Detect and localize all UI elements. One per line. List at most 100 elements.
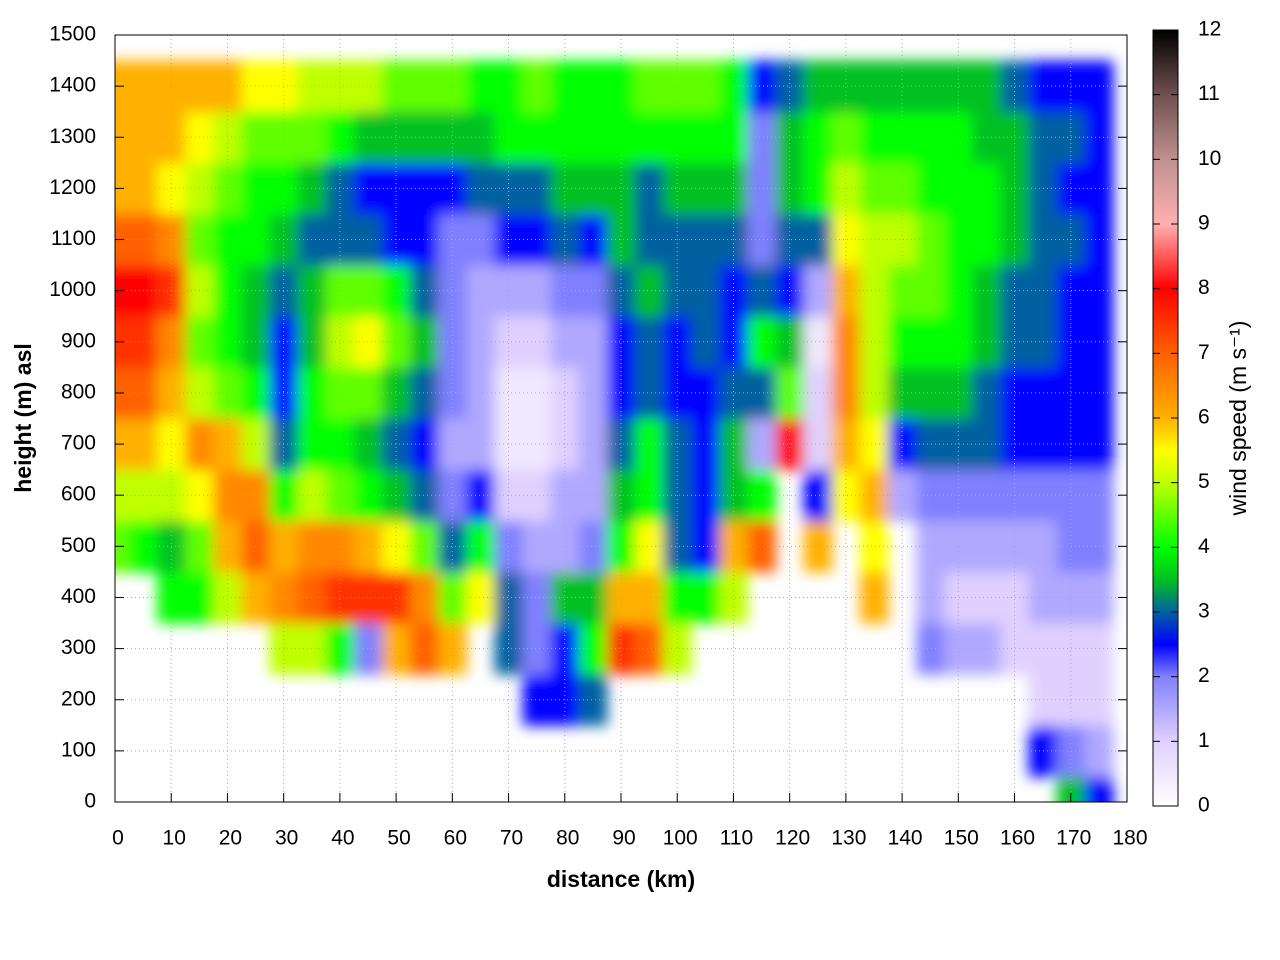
y-tick-label: 600 <box>61 483 96 506</box>
cell <box>382 162 411 215</box>
colorbar-tick-label: 12 <box>1198 18 1221 41</box>
cell <box>944 623 973 675</box>
y-tick-label: 1000 <box>49 278 96 301</box>
cell <box>522 623 552 675</box>
y-tick-label: 500 <box>61 534 96 557</box>
cell <box>325 418 355 471</box>
cell <box>859 60 889 113</box>
axes: 0 10 20 30 40 50 60 70 80 90 100 110 120 130 140 150 160… <box>49 18 1221 850</box>
x-tick-label: 160 <box>1000 827 1035 850</box>
cell <box>803 162 833 215</box>
cell <box>438 623 467 675</box>
cell <box>325 520 355 573</box>
cell <box>944 418 973 471</box>
cell <box>522 316 552 368</box>
cell <box>522 469 552 522</box>
cell <box>382 60 411 113</box>
cell <box>916 418 945 471</box>
cell <box>944 60 973 113</box>
cell <box>353 520 383 573</box>
cell <box>466 316 495 368</box>
cell <box>466 162 495 215</box>
x-tick-label: 0 <box>112 827 124 850</box>
cell <box>972 111 1001 164</box>
cell <box>325 111 355 164</box>
cell <box>1028 418 1058 471</box>
y-tick-label: 1400 <box>49 74 96 97</box>
cell <box>466 571 495 624</box>
y-tick-label: 1200 <box>49 176 96 199</box>
cell <box>353 367 383 419</box>
cell <box>916 623 945 675</box>
cell <box>466 367 495 419</box>
cell <box>494 623 524 675</box>
colorbar-tick-label: 5 <box>1198 470 1210 493</box>
cell <box>522 367 552 419</box>
colorbar-tick-label: 0 <box>1198 794 1210 817</box>
cell <box>831 162 861 215</box>
cell <box>410 111 439 164</box>
y-tick-label: 1100 <box>51 227 96 250</box>
cell <box>831 60 861 113</box>
cell <box>353 111 383 164</box>
cell <box>916 213 945 266</box>
cell <box>382 418 411 471</box>
y-tick-label: 300 <box>61 636 96 659</box>
cell <box>972 623 1001 675</box>
cell <box>297 469 327 522</box>
x-tick-label: 90 <box>612 827 635 850</box>
cell <box>803 316 833 368</box>
cell <box>859 367 889 419</box>
cell <box>803 111 833 164</box>
y-tick-label: 400 <box>61 585 96 608</box>
cell <box>353 60 383 113</box>
cell <box>325 265 355 317</box>
y-tick-label: 800 <box>61 380 96 403</box>
cell <box>944 265 973 317</box>
cell <box>916 111 945 164</box>
cell <box>944 520 973 573</box>
cell <box>297 623 327 675</box>
cell <box>325 60 355 113</box>
cell <box>353 418 383 471</box>
cell <box>522 60 552 113</box>
cell <box>438 265 467 317</box>
cell <box>438 60 467 113</box>
cell <box>859 316 889 368</box>
colorbar-tick-label: 2 <box>1198 664 1210 687</box>
cell <box>888 162 917 215</box>
cell <box>297 418 327 471</box>
cell <box>1000 265 1030 317</box>
y-axis-title: height (m) asl <box>10 343 36 493</box>
x-tick-label: 10 <box>163 827 186 850</box>
x-tick-label: 60 <box>444 827 467 850</box>
cell <box>803 367 833 419</box>
cell <box>382 520 411 573</box>
cell <box>803 520 833 573</box>
cell <box>859 520 889 573</box>
cell <box>410 469 439 522</box>
cell <box>522 111 552 164</box>
cell <box>1028 316 1058 368</box>
cell <box>972 213 1001 266</box>
cell <box>1000 623 1030 675</box>
cell <box>522 265 552 317</box>
cell <box>1000 520 1030 573</box>
colorbar-tick-label: 1 <box>1198 729 1210 752</box>
cell <box>1028 367 1058 419</box>
cell <box>944 162 973 215</box>
cell <box>494 60 524 113</box>
cell <box>522 571 552 624</box>
cell <box>382 571 411 624</box>
cell <box>803 265 833 317</box>
cell <box>353 213 383 266</box>
cell <box>297 367 327 419</box>
x-tick-label: 40 <box>331 827 354 850</box>
cell <box>859 571 889 624</box>
colorbar-tick-label: 7 <box>1198 341 1210 364</box>
cell <box>466 60 495 113</box>
cell <box>1028 265 1058 317</box>
cell <box>1000 571 1030 624</box>
y-tick-label: 700 <box>61 432 96 455</box>
cell <box>888 265 917 317</box>
